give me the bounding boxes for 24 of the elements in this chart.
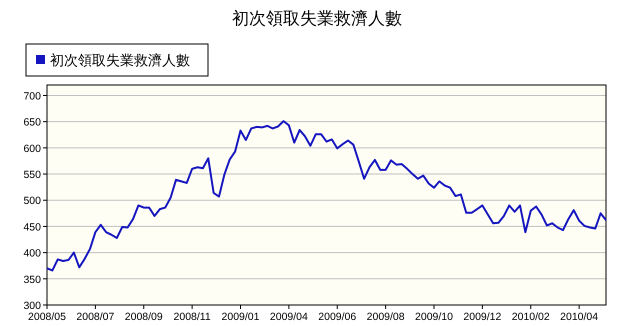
y-tick-label: 550 (23, 169, 42, 182)
x-tick-label: 2008/07 (76, 311, 115, 323)
y-tick-label: 450 (23, 221, 42, 234)
y-tick-label: 700 (23, 90, 42, 102)
x-tick-label: 2008/09 (124, 311, 163, 323)
x-tick-label: 2009/12 (463, 311, 502, 323)
x-tick-label: 2009/04 (270, 311, 308, 323)
y-tick-label: 400 (23, 248, 42, 260)
x-tick-label: 2009/08 (366, 311, 405, 323)
y-tick-label: 500 (23, 195, 42, 208)
x-tick-label: 2008/05 (28, 311, 66, 323)
legend-label: 初次領取失業救濟人數 (50, 52, 190, 68)
y-tick-label: 600 (23, 142, 42, 155)
y-tick-label: 350 (23, 274, 42, 286)
x-tick-label: 2009/10 (415, 311, 454, 323)
x-tick-label: 2009/01 (222, 311, 260, 323)
y-tick-label: 300 (23, 300, 42, 312)
x-tick-label: 2009/06 (318, 311, 356, 323)
x-tick-label: 2010/02 (512, 311, 550, 323)
chart-title: 初次領取失業救濟人數 (232, 9, 402, 28)
x-tick-label: 2008/11 (174, 311, 211, 323)
y-tick-label: 650 (23, 116, 42, 129)
x-tick-label: 2010/04 (560, 311, 598, 323)
line-series (46, 120, 607, 272)
